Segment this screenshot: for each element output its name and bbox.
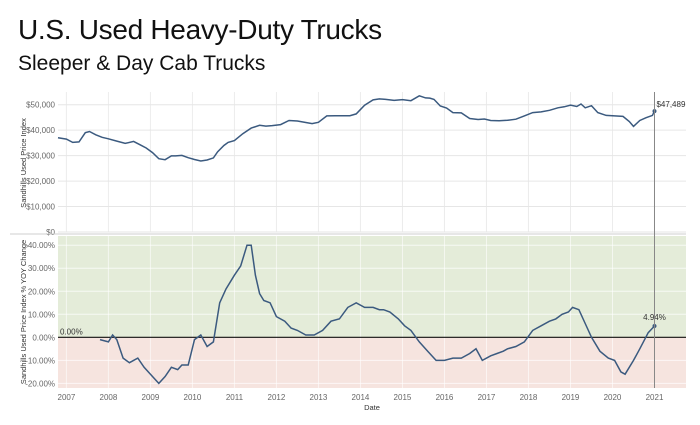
negative-band [58,337,686,388]
chart-subtitle: Sleeper & Day Cab Trucks [18,52,266,75]
yoy-y-tick-label: 10.00% [28,310,55,319]
x-tick-label: 2013 [310,393,328,402]
yoy-y-tick-label: 30.00% [28,264,55,273]
price-index-line [57,94,656,162]
zero-label: 0.00% [60,327,83,336]
x-tick-label: 2017 [478,393,496,402]
yoy-change-ylabel: Sandhills Used Price Index % YOY Change [19,240,28,384]
x-tick-label: 2009 [142,393,160,402]
x-tick-label: 2018 [520,393,538,402]
x-tick-label: 2007 [58,393,76,402]
yoy-y-tick-label: -10.00% [25,356,55,365]
yoy-change-line [99,244,656,385]
x-tick-label: 2008 [100,393,118,402]
x-tick-label: 2010 [184,393,202,402]
x-tick-label: 2014 [352,393,370,402]
price-index-panel: $0 $10,000 $20,000 $30,000 $40,000 $50,000 $4… [10,92,686,237]
positive-band [58,236,686,338]
x-axis-label: Date [364,403,380,412]
price-y-tick-label: $20,000 [26,177,55,186]
yoy-y-tick-label: -20.00% [25,379,55,388]
price-current-label: $47,489 [656,100,685,109]
yoy-y-tick-label: 0.00% [32,333,55,342]
x-tick-label: 2012 [268,393,286,402]
price-y-tick-label: $0 [46,228,55,237]
yoy-y-tick-label: 40.00% [28,241,55,250]
price-index-ylabel: Sandhills Used Price Index [19,118,28,208]
x-tick-label: 2020 [604,393,622,402]
x-tick-label: 2016 [436,393,454,402]
price-y-tick-label: $40,000 [26,126,55,135]
chart-title: U.S. Used Heavy-Duty Trucks [18,14,382,45]
price-y-tick-label: $30,000 [26,152,55,161]
price-y-tick-label: $50,000 [26,101,55,110]
x-tick-label: 2011 [226,393,244,402]
yoy-change-panel: -20.00% -10.00% 0.00% 10.00% 20.00% 30.00% 40.… [19,236,686,412]
price-y-tick-label: $10,000 [26,203,55,212]
x-tick-label: 2015 [394,393,412,402]
x-tick-label: 2021 [646,393,664,402]
yoy-y-tick-label: 20.00% [28,287,55,296]
x-tick-label: 2019 [562,393,580,402]
